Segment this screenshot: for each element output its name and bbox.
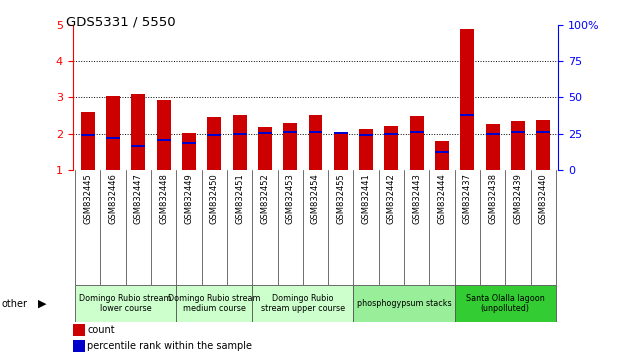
- Bar: [384, 126, 398, 170]
- Bar: [208, 135, 221, 136]
- Bar: [208, 117, 221, 170]
- Text: Santa Olalla lagoon
(unpolluted): Santa Olalla lagoon (unpolluted): [466, 294, 545, 313]
- Text: GSM832455: GSM832455: [336, 173, 345, 224]
- Bar: [309, 131, 322, 133]
- Bar: [334, 132, 348, 133]
- Text: Domingo Rubio stream
medium course: Domingo Rubio stream medium course: [168, 294, 261, 313]
- FancyBboxPatch shape: [252, 285, 353, 322]
- Bar: [81, 135, 95, 136]
- Bar: [410, 131, 423, 133]
- Text: GSM832443: GSM832443: [412, 173, 422, 224]
- Text: Domingo Rubio stream
lower course: Domingo Rubio stream lower course: [80, 294, 172, 313]
- Text: GSM832439: GSM832439: [514, 173, 522, 224]
- Bar: [283, 131, 297, 133]
- Text: GSM832441: GSM832441: [362, 173, 370, 224]
- Text: GSM832446: GSM832446: [109, 173, 117, 224]
- Bar: [511, 121, 525, 170]
- Text: other: other: [1, 298, 27, 309]
- Text: percentile rank within the sample: percentile rank within the sample: [87, 341, 252, 352]
- Text: GSM832445: GSM832445: [83, 173, 92, 224]
- Bar: [131, 145, 145, 147]
- Text: GSM832451: GSM832451: [235, 173, 244, 224]
- Bar: [182, 142, 196, 144]
- FancyBboxPatch shape: [75, 285, 176, 322]
- Bar: [486, 133, 500, 135]
- Bar: [81, 112, 95, 170]
- Bar: [461, 29, 475, 170]
- Bar: [106, 137, 120, 139]
- Bar: [435, 151, 449, 153]
- Bar: [486, 124, 500, 170]
- Text: GSM832444: GSM832444: [437, 173, 447, 224]
- Text: GSM832450: GSM832450: [209, 173, 219, 224]
- Bar: [258, 127, 272, 170]
- Bar: [536, 131, 550, 133]
- Bar: [258, 132, 272, 134]
- Text: GSM832438: GSM832438: [488, 173, 497, 224]
- Bar: [156, 100, 170, 170]
- Text: ▶: ▶: [38, 298, 46, 309]
- FancyBboxPatch shape: [353, 285, 455, 322]
- Bar: [156, 139, 170, 141]
- Bar: [410, 116, 423, 170]
- Bar: [106, 96, 120, 170]
- Bar: [359, 135, 373, 136]
- Text: GSM832440: GSM832440: [539, 173, 548, 224]
- Bar: [73, 324, 85, 336]
- Bar: [283, 123, 297, 170]
- Bar: [461, 114, 475, 116]
- Bar: [384, 133, 398, 135]
- Bar: [359, 129, 373, 170]
- Text: GSM832452: GSM832452: [261, 173, 269, 224]
- Text: count: count: [87, 325, 115, 336]
- Text: GDS5331 / 5550: GDS5331 / 5550: [66, 16, 176, 29]
- FancyBboxPatch shape: [176, 285, 252, 322]
- Bar: [182, 133, 196, 170]
- Text: Domingo Rubio
stream upper course: Domingo Rubio stream upper course: [261, 294, 345, 313]
- Text: GSM832448: GSM832448: [159, 173, 168, 224]
- Bar: [435, 141, 449, 170]
- Text: GSM832449: GSM832449: [184, 173, 194, 224]
- Bar: [233, 115, 247, 170]
- Text: GSM832442: GSM832442: [387, 173, 396, 224]
- Text: GSM832437: GSM832437: [463, 173, 472, 224]
- Text: phosphogypsum stacks: phosphogypsum stacks: [357, 299, 451, 308]
- Bar: [309, 115, 322, 170]
- Bar: [131, 94, 145, 170]
- Bar: [511, 131, 525, 133]
- Bar: [334, 132, 348, 170]
- Text: GSM832454: GSM832454: [311, 173, 320, 224]
- Bar: [73, 340, 85, 353]
- Bar: [536, 120, 550, 170]
- Text: GSM832447: GSM832447: [134, 173, 143, 224]
- Bar: [233, 133, 247, 135]
- Text: GSM832453: GSM832453: [286, 173, 295, 224]
- FancyBboxPatch shape: [455, 285, 556, 322]
